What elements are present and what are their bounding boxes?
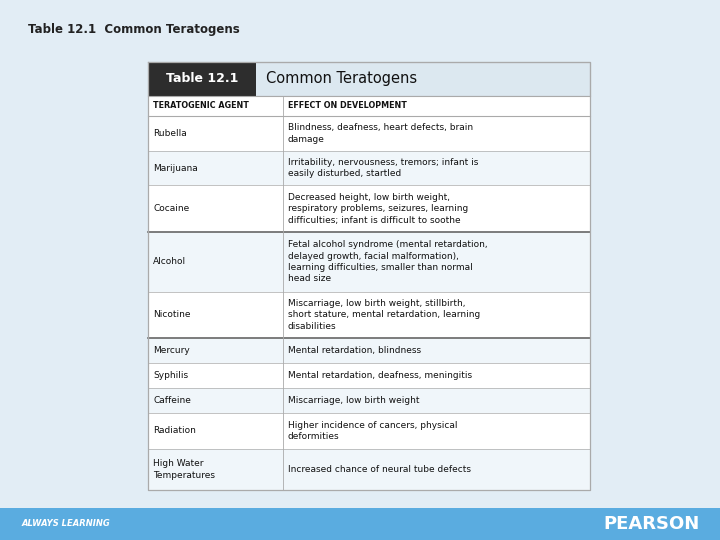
Text: Radiation: Radiation <box>153 427 196 435</box>
Text: Irritability, nervousness, tremors; infant is
easily disturbed, startled: Irritability, nervousness, tremors; infa… <box>288 158 478 178</box>
Text: Caffeine: Caffeine <box>153 396 191 405</box>
Bar <box>148 151 590 185</box>
Bar <box>148 62 256 96</box>
Bar <box>148 388 590 413</box>
Bar <box>148 116 590 151</box>
Text: Increased chance of neural tube defects: Increased chance of neural tube defects <box>288 465 471 474</box>
Bar <box>0 508 720 540</box>
Text: Table 12.1: Table 12.1 <box>166 72 238 85</box>
Text: Table 12.1  Common Teratogens: Table 12.1 Common Teratogens <box>28 24 240 37</box>
Text: High Water
Temperatures: High Water Temperatures <box>153 459 215 480</box>
Bar <box>148 62 590 96</box>
Text: PEARSON: PEARSON <box>604 515 700 533</box>
Text: Miscarriage, low birth weight, stillbirth,
short stature, mental retardation, le: Miscarriage, low birth weight, stillbirt… <box>288 299 480 331</box>
Text: TERATOGENIC AGENT: TERATOGENIC AGENT <box>153 102 249 111</box>
Bar <box>148 232 590 292</box>
Bar <box>148 292 590 338</box>
Text: Mental retardation, blindness: Mental retardation, blindness <box>288 346 421 355</box>
Text: Nicotine: Nicotine <box>153 310 191 320</box>
Text: Syphilis: Syphilis <box>153 371 188 380</box>
Text: Marijuana: Marijuana <box>153 164 198 173</box>
Text: Alcohol: Alcohol <box>153 257 186 266</box>
Text: Mental retardation, deafness, meningitis: Mental retardation, deafness, meningitis <box>288 371 472 380</box>
Bar <box>148 449 590 490</box>
Bar <box>148 96 590 116</box>
Text: ALWAYS LEARNING: ALWAYS LEARNING <box>22 519 111 529</box>
Text: Cocaine: Cocaine <box>153 204 189 213</box>
Bar <box>148 413 590 449</box>
Text: Higher incidence of cancers, physical
deformities: Higher incidence of cancers, physical de… <box>288 421 457 441</box>
Text: Common Teratogens: Common Teratogens <box>266 71 418 86</box>
Bar <box>148 363 590 388</box>
Text: Miscarriage, low birth weight: Miscarriage, low birth weight <box>288 396 419 405</box>
Bar <box>148 338 590 363</box>
Text: Fetal alcohol syndrome (mental retardation,
delayed growth, facial malformation): Fetal alcohol syndrome (mental retardati… <box>288 240 487 284</box>
Text: Mercury: Mercury <box>153 346 190 355</box>
Bar <box>148 185 590 232</box>
Text: Decreased height, low birth weight,
respiratory problems, seizures, learning
dif: Decreased height, low birth weight, resp… <box>288 193 468 225</box>
Text: Rubella: Rubella <box>153 129 186 138</box>
Text: Blindness, deafness, heart defects, brain
damage: Blindness, deafness, heart defects, brai… <box>288 123 473 144</box>
Text: EFFECT ON DEVELOPMENT: EFFECT ON DEVELOPMENT <box>288 102 407 111</box>
